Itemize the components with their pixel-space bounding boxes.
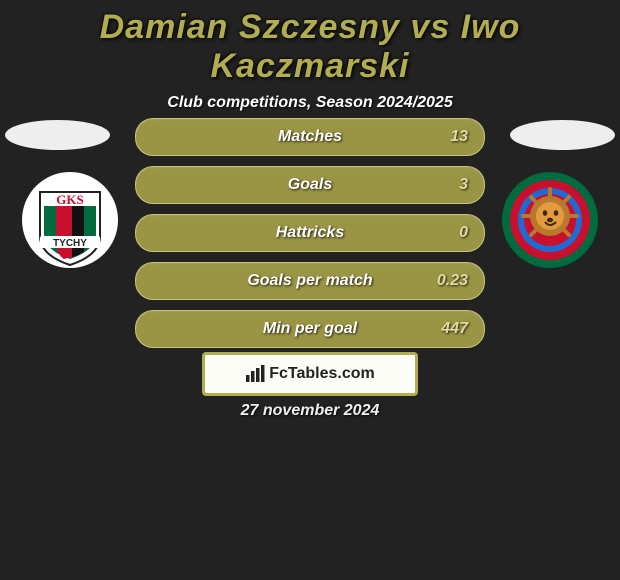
crest-left-top-text: GKS xyxy=(56,192,83,207)
page-subtitle: Club competitions, Season 2024/2025 xyxy=(0,94,620,112)
bar-chart-icon xyxy=(245,365,265,383)
stat-label: Matches xyxy=(278,128,342,146)
stat-value-right: 3 xyxy=(459,176,468,194)
date-label: 27 november 2024 xyxy=(0,402,620,420)
stat-value-right: 13 xyxy=(450,128,468,146)
stat-label: Goals per match xyxy=(247,272,372,290)
stat-row: Goals 3 xyxy=(135,166,485,204)
brand-link[interactable]: FcTables.com xyxy=(202,352,418,396)
player-silhouette-left xyxy=(5,120,110,150)
player-silhouette-right xyxy=(510,120,615,150)
stats-panel: Matches 13 Goals 3 Hattricks 0 Goals per… xyxy=(135,118,485,358)
stat-row: Hattricks 0 xyxy=(135,214,485,252)
stat-row: Matches 13 xyxy=(135,118,485,156)
crest-left-bottom-text: TYCHY xyxy=(53,238,87,249)
stat-value-right: 447 xyxy=(441,320,468,338)
stat-row: Goals per match 0.23 xyxy=(135,262,485,300)
page-title: Damian Szczesny vs Iwo Kaczmarski xyxy=(0,0,620,86)
stat-value-right: 0.23 xyxy=(437,272,468,290)
brand-text: FcTables.com xyxy=(269,365,375,383)
stat-value-right: 0 xyxy=(459,224,468,242)
stat-label: Min per goal xyxy=(263,320,357,338)
team-crest-right xyxy=(500,170,600,270)
stat-label: Hattricks xyxy=(276,224,344,242)
team-crest-left: GKS TYCHY xyxy=(20,170,120,270)
stat-label: Goals xyxy=(288,176,332,194)
stat-row: Min per goal 447 xyxy=(135,310,485,348)
